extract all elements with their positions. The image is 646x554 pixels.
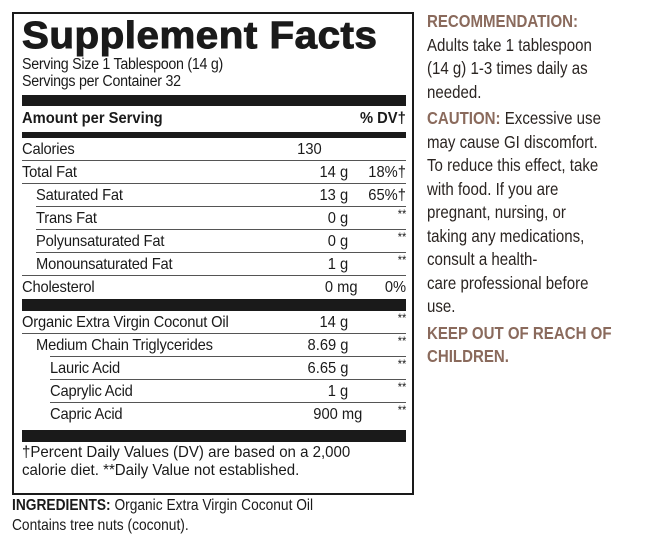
table-row-caprylic-acid: Caprylic Acid 1 g ** [22, 380, 406, 403]
ingredients-text: Organic Extra Virgin Coconut Oil [110, 497, 314, 514]
table-row-total-fat: Total Fat 14 g 18%† [22, 161, 406, 184]
ingredient-name: Caprylic Acid [50, 383, 133, 400]
nutrient-name: Saturated Fat [36, 187, 123, 204]
nutrient-name: Monounsaturated Fat [36, 256, 173, 273]
recommendation-line: (14 g) 1-3 times daily as [427, 58, 588, 78]
recommendation-line: Adults take 1 tablespoon [427, 34, 592, 55]
table-row-lauric-acid: Lauric Acid 6.65 g ** [22, 357, 406, 380]
ingredient-amount: 1 g [327, 383, 348, 400]
ingredients-block: INGREDIENTS: Organic Extra Virgin Coconu… [12, 496, 313, 536]
caution-line: Excessive use [500, 108, 601, 128]
ingredient-amount: 900 mg [312, 406, 362, 423]
ingredient-dv: ** [397, 357, 406, 371]
panel-title: Supplement Facts [21, 15, 378, 57]
thick-divider [22, 430, 406, 442]
caution-line: taking any medications, [427, 225, 585, 246]
amount-header: Amount per Serving [22, 110, 163, 127]
recommendation-line: needed. [427, 81, 482, 102]
table-row-cholesterol: Cholesterol 0 mg 0% [22, 276, 406, 299]
nutrient-amount: 0 g [327, 233, 348, 250]
table-row-calories: Calories 130 [22, 138, 406, 161]
table-row-mct: Medium Chain Triglycerides 8.69 g ** [22, 334, 406, 357]
table-row-coconut-oil: Organic Extra Virgin Coconut Oil 14 g ** [22, 311, 406, 334]
caution-line: with food. If you are [427, 178, 559, 199]
nutrient-dv: 18%† [368, 164, 406, 181]
caution-label: CAUTION: [427, 108, 501, 128]
nutrient-dv: ** [397, 253, 406, 267]
caution-line: use. [427, 296, 456, 316]
nutrient-amount: 13 g [319, 187, 348, 204]
nutrient-dv: 65%† [368, 187, 406, 204]
ingredient-dv: ** [397, 380, 406, 394]
recommendation-label: RECOMMENDATION: [427, 11, 579, 31]
caution-line: consult a health- [427, 249, 538, 269]
dv-header: % DV† [360, 110, 406, 127]
column-header: Amount per Serving % DV† [22, 106, 406, 132]
thick-divider [22, 299, 406, 311]
warning-line: CHILDREN. [427, 346, 509, 366]
supplement-facts-panel: Supplement Facts Serving Size 1 Tablespo… [12, 12, 414, 495]
table-row-polyunsaturated-fat: Polyunsaturated Fat 0 g ** [22, 230, 406, 253]
ingredient-dv: ** [397, 403, 406, 417]
serving-size: Serving Size 1 Tablespoon (14 g) [22, 56, 223, 73]
ingredient-name: Medium Chain Triglycerides [36, 337, 213, 354]
nutrient-amount: 130 [297, 141, 322, 158]
directions-panel: RECOMMENDATION: Adults take 1 tablespoon… [427, 10, 625, 372]
table-row-monounsaturated-fat: Monounsaturated Fat 1 g ** [22, 253, 406, 276]
ingredient-dv: ** [397, 334, 406, 348]
ingredients-label: INGREDIENTS: [12, 497, 111, 514]
ingredient-amount: 14 g [319, 314, 348, 331]
table-row-saturated-fat: Saturated Fat 13 g 65%† [22, 184, 406, 207]
thick-divider [22, 95, 406, 106]
ingredient-name: Organic Extra Virgin Coconut Oil [22, 314, 229, 331]
caution-line: To reduce this effect, take [427, 155, 599, 175]
footnote-line-1: †Percent Daily Values (DV) are based on … [22, 444, 351, 461]
caution-line: may cause GI discomfort. [427, 131, 598, 152]
nutrient-name: Trans Fat [36, 210, 97, 227]
ingredient-amount: 6.65 g [307, 360, 348, 377]
nutrient-dv: 0% [384, 279, 406, 296]
footnote-line-2: calorie diet. **Daily Value not establis… [22, 462, 300, 479]
allergen-statement: Contains tree nuts (coconut). [12, 517, 189, 534]
nutrient-amount: 1 g [327, 256, 348, 273]
ingredient-name: Lauric Acid [50, 360, 120, 377]
nutrient-name: Total Fat [22, 164, 77, 181]
table-row-capric-acid: Capric Acid 900 mg ** [22, 403, 406, 426]
ingredient-dv: ** [397, 311, 406, 325]
nutrient-amount: 0 mg [325, 279, 358, 296]
nutrient-amount: 0 g [327, 210, 348, 227]
ingredient-name: Capric Acid [50, 406, 123, 423]
nutrient-name: Polyunsaturated Fat [36, 233, 165, 250]
nutrient-name: Cholesterol [22, 279, 95, 296]
nutrient-dv: ** [397, 207, 406, 221]
servings-per-container: Servings per Container 32 [22, 73, 181, 90]
nutrient-dv: ** [397, 230, 406, 244]
table-row-trans-fat: Trans Fat 0 g ** [22, 207, 406, 230]
nutrient-name: Calories [22, 141, 75, 158]
medium-divider [22, 132, 406, 138]
caution-line: care professional before [427, 272, 589, 293]
caution-line: pregnant, nursing, or [427, 202, 566, 222]
warning-line: KEEP OUT OF REACH OF [427, 322, 612, 343]
nutrient-amount: 14 g [319, 164, 348, 181]
ingredient-amount: 8.69 g [307, 337, 348, 354]
